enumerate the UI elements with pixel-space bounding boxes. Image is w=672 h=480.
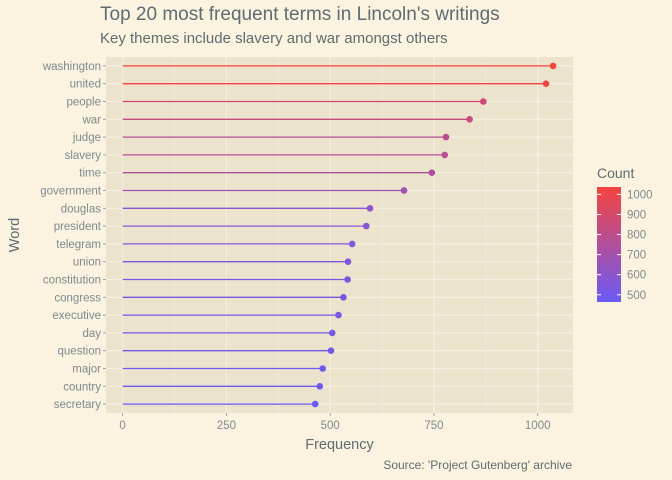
lollipop-point-slavery [441,151,449,159]
x-axis-title: Frequency [305,437,374,453]
y-tick-label: major [72,364,101,376]
lollipop-point-united [542,80,550,87]
chart-caption: Source: 'Project Gutenberg' archive [383,458,572,472]
y-tick-label: union [73,257,101,269]
lollipop-point-government [400,187,408,194]
y-tick-label: congress [54,292,101,304]
y-tick-label: constitution [43,275,101,287]
y-tick-label: united [70,79,101,91]
lollipop-point-question [327,347,335,355]
lollipop-point-secretary [311,400,319,408]
lollipop-point-country [316,383,324,390]
y-tick-label: secretary [54,399,102,411]
legend-tick-label: 1000 [627,189,653,201]
lollipop-point-war [466,116,473,123]
lollipop-point-people [480,98,487,105]
y-tick-label: people [66,97,101,109]
lollipop-point-president [362,222,370,230]
legend-tick-label: 600 [627,270,646,282]
legend-tick-label: 500 [627,290,646,302]
y-tick-label: question [58,346,101,358]
lollipop-point-washington [549,62,557,70]
legend-colorbar [597,187,621,302]
x-tick-label: 750 [424,420,443,432]
lollipop-point-douglas [366,205,374,212]
chart-title: Top 20 most frequent terms in Lincoln's … [100,4,500,25]
y-tick-label: washington [42,61,101,73]
lollipop-point-time [428,169,436,176]
chart-subtitle: Key themes include slavery and war among… [100,30,448,47]
x-tick-label: 500 [321,420,340,432]
lollipop-point-union [344,258,352,266]
x-tick-label: 0 [119,420,125,432]
lollipop-point-congress [340,294,347,301]
legend-tick-label: 800 [627,230,646,242]
y-tick-label: time [79,168,101,180]
y-tick-label: country [63,381,101,393]
y-tick-label: day [82,328,101,340]
y-tick-label: executive [52,310,101,322]
y-tick-label: judge [72,132,101,144]
x-tick-label: 250 [217,420,236,432]
y-tick-label: telegram [56,239,101,251]
x-tick-label: 1000 [525,420,551,432]
y-tick-label: slavery [65,150,102,162]
lollipop-point-constitution [344,276,351,283]
lollipop-point-judge [442,133,450,141]
lollipop-point-major [319,365,326,372]
lollipop-point-executive [335,311,342,319]
plot-panel [106,57,573,413]
y-tick-label: douglas [61,203,102,215]
y-axis-title: Word [7,218,23,252]
legend-tick-label: 700 [627,250,646,262]
y-tick-label: president [54,221,102,233]
y-tick-label: government [40,186,102,198]
lollipop-point-telegram [348,240,356,248]
lollipop-point-day [328,329,336,337]
legend-title: Count [597,165,634,181]
y-tick-label: war [81,114,101,126]
legend-tick-label: 900 [627,209,646,221]
